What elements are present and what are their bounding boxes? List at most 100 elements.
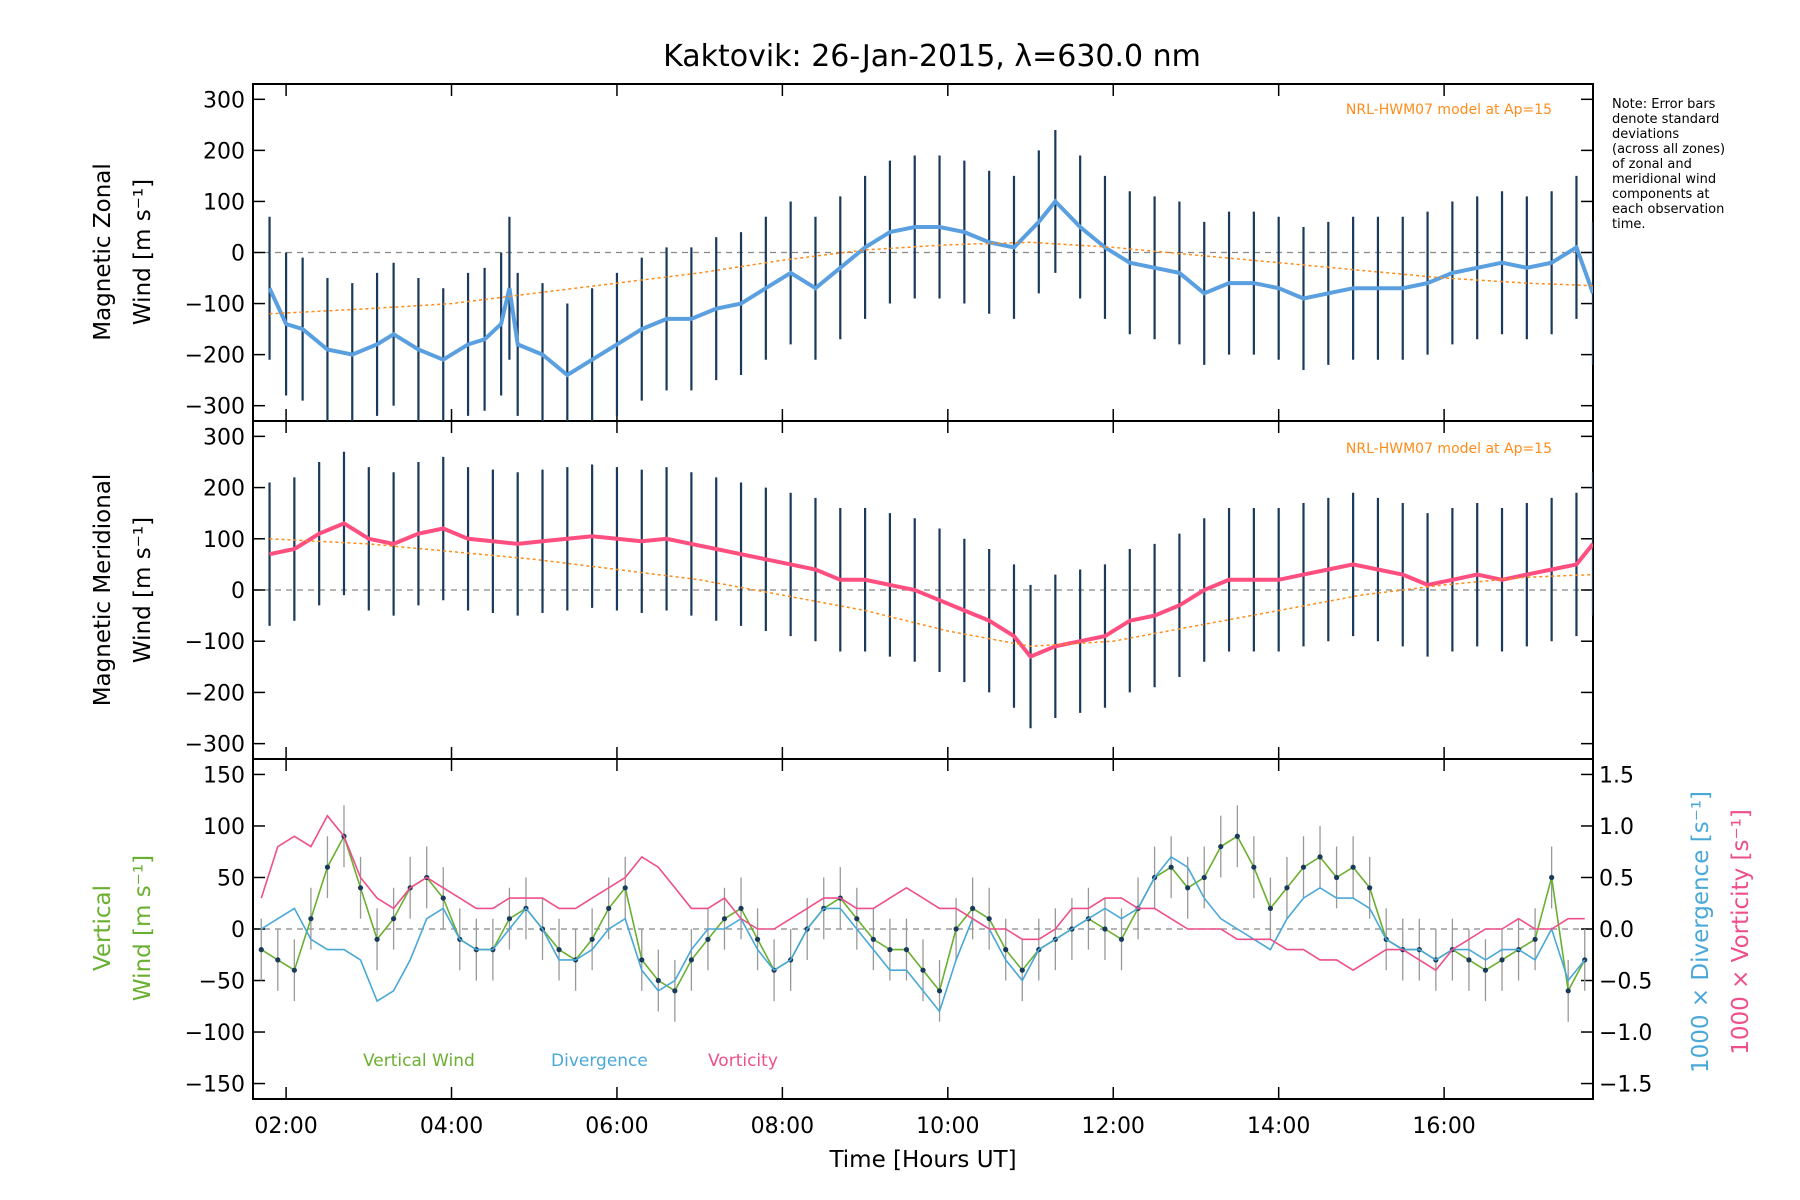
data-point: [854, 916, 860, 922]
data-point: [655, 977, 661, 984]
y-tick-label: −200: [185, 344, 245, 369]
data-point: [1466, 957, 1472, 963]
y-tick-label: −150: [185, 1073, 245, 1098]
series-line: [260, 855, 1586, 1014]
y-tick-label: 100: [203, 190, 245, 215]
model-line: [269, 241, 1593, 315]
y-tick-label: −100: [185, 1021, 245, 1046]
data-point: [1482, 967, 1489, 973]
x-tick-label: 06:00: [585, 1114, 648, 1139]
data-point: [1300, 864, 1307, 870]
data-point: [1218, 843, 1224, 850]
y-tick-label: 50: [217, 866, 245, 891]
x-tick-label: 14:00: [1247, 1114, 1310, 1139]
legend-vorticity: Vorticity: [708, 1051, 778, 1071]
y2-tick-label: 0.0: [1599, 918, 1634, 943]
x-axis-label: Time [Hours UT]: [828, 1147, 1016, 1173]
data-point: [324, 864, 331, 870]
panel-series: [267, 129, 1593, 421]
y-tick-label: 100: [203, 815, 245, 840]
data-point: [970, 905, 976, 911]
x-tick-label: 16:00: [1412, 1114, 1475, 1139]
data-point: [1333, 874, 1340, 881]
y-tick-label: 150: [203, 763, 245, 788]
series-line: [260, 814, 1585, 972]
data-point: [1251, 864, 1257, 870]
data-point: [440, 895, 446, 901]
data-point: [275, 957, 281, 963]
series-line: [267, 198, 1593, 378]
data-point: [1284, 885, 1290, 891]
data-point: [639, 957, 645, 963]
data-point: [936, 988, 943, 994]
y2-tick-label: −1.5: [1599, 1073, 1652, 1098]
model-line: [269, 538, 1593, 648]
panel-series: [258, 805, 1588, 1022]
data-point: [374, 936, 380, 942]
data-point: [1367, 885, 1373, 891]
data-point: [291, 967, 297, 973]
data-point: [705, 936, 711, 942]
data-point: [606, 905, 612, 911]
y-tick-label: 100: [203, 528, 245, 553]
data-point: [920, 967, 926, 973]
data-point: [903, 947, 910, 953]
note-line: deviations: [1612, 127, 1679, 142]
data-point: [589, 936, 595, 942]
vertical-ylabel-line2: Wind [m s⁻¹]: [130, 855, 156, 1001]
note-line: denote standard: [1612, 112, 1719, 127]
note-line: of zonal and: [1612, 157, 1692, 172]
vertical-ylabel-line1: Vertical: [90, 885, 116, 971]
data-point: [887, 947, 893, 953]
data-point: [391, 916, 397, 922]
data-point: [672, 988, 678, 994]
y-tick-label: 300: [203, 425, 245, 450]
data-point: [308, 916, 314, 922]
meridional-ylabel-line1: Magnetic Meridional: [90, 474, 116, 707]
x-tick-label: 12:00: [1082, 1114, 1145, 1139]
y-tick-label: 300: [203, 88, 245, 113]
y-tick-label: 0: [231, 918, 245, 943]
tick-labels: 300 200 100 0 −100 −200 −300 300 200 100 0 −100 −200…: [185, 88, 1653, 1139]
data-point: [1499, 957, 1505, 963]
data-point: [1565, 988, 1571, 994]
y-tick-label: −100: [185, 630, 245, 655]
data-point: [754, 936, 761, 942]
meridional-ylabel-line2: Wind [m s⁻¹]: [130, 517, 156, 663]
data-point: [721, 916, 728, 922]
data-point: [1201, 874, 1207, 881]
data-point: [1267, 905, 1274, 911]
zonal-ylabel-line2: Wind [m s⁻¹]: [130, 179, 156, 325]
note-line: Note: Error bars: [1612, 97, 1716, 112]
data-point: [1317, 854, 1323, 860]
y-tick-label: 200: [203, 139, 245, 164]
data-point: [688, 957, 694, 963]
data-point: [556, 947, 562, 953]
data-point: [953, 926, 959, 932]
data-point: [1118, 936, 1125, 942]
note-line: time.: [1612, 217, 1646, 232]
note-line: meridional wind: [1612, 172, 1716, 187]
y-tick-label: 0: [231, 579, 245, 604]
data-point: [1102, 926, 1108, 932]
error-bar-note: Note: Error bars denote standard deviati…: [1612, 97, 1725, 232]
zonal-model-label: NRL-HWM07 model at Ap=15: [1346, 102, 1552, 118]
data-point: [357, 885, 364, 891]
note-line: components at: [1612, 187, 1710, 202]
y2-tick-label: −0.5: [1599, 970, 1652, 995]
y-tick-label: −100: [185, 293, 245, 318]
note-line: (across all zones): [1612, 142, 1725, 157]
data-point: [1019, 967, 1025, 973]
data-point: [506, 916, 513, 922]
data-point: [1549, 874, 1555, 881]
vorticity-ylabel: 1000 × Vorticity [s⁻¹]: [1728, 809, 1754, 1055]
data-marks: [253, 84, 1593, 1099]
data-point: [738, 905, 744, 911]
y-tick-label: −300: [185, 395, 245, 420]
data-point: [1003, 947, 1009, 953]
note-line: each observation: [1612, 202, 1724, 217]
data-point: [1532, 936, 1538, 942]
x-tick-label: 02:00: [254, 1114, 317, 1139]
legend-vertical-wind: Vertical Wind: [363, 1051, 475, 1071]
divergence-ylabel: 1000 × Divergence [s⁻¹]: [1688, 791, 1714, 1073]
